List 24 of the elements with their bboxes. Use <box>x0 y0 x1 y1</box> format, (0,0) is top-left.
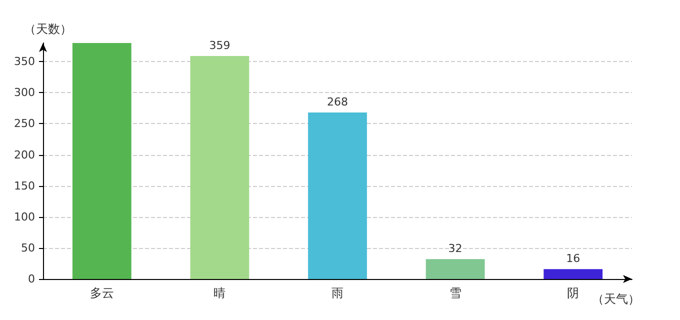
bar <box>190 56 250 279</box>
bar <box>308 112 367 279</box>
y-tick-label: 50 <box>21 241 35 254</box>
data-label: 268 <box>327 96 348 109</box>
y-tick-label: 250 <box>14 117 35 130</box>
x-tick-label: 多云 <box>90 286 114 300</box>
y-tick-label: 200 <box>14 148 35 162</box>
y-tick-label: 300 <box>14 86 35 100</box>
y-tick-label: 100 <box>14 210 35 224</box>
y-axis-title: （天数） <box>24 22 72 36</box>
bar <box>544 269 603 279</box>
bar <box>426 259 485 279</box>
x-tick-label: 阴 <box>567 286 580 300</box>
x-tick-label: 雪 <box>449 286 462 300</box>
data-label: 32 <box>448 242 462 256</box>
y-tick-label: 350 <box>14 55 35 68</box>
y-tick-label: 150 <box>14 179 35 192</box>
bar <box>72 43 132 279</box>
y-tick-label: 0 <box>28 272 35 286</box>
x-tick-label: 晴 <box>214 286 226 300</box>
data-label: 16 <box>566 252 580 266</box>
x-axis-title: （天气） <box>592 292 640 306</box>
x-tick-label: 雨 <box>332 286 344 300</box>
data-label: 359 <box>209 39 230 52</box>
